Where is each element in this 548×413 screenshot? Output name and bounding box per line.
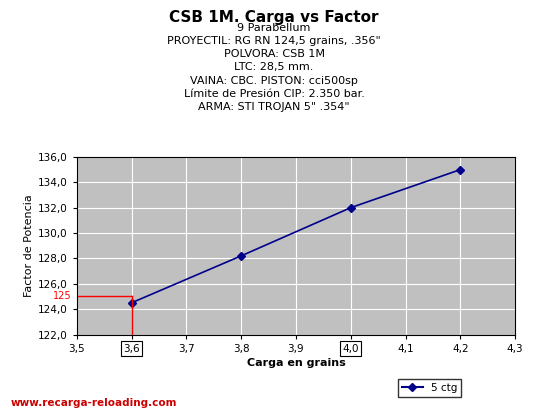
Legend: 5 ctg: 5 ctg <box>398 379 461 397</box>
Text: www.recarga-reloading.com: www.recarga-reloading.com <box>11 398 178 408</box>
Text: LTC: 28,5 mm.: LTC: 28,5 mm. <box>235 62 313 72</box>
Text: 125: 125 <box>53 292 71 301</box>
X-axis label: Carga en grains: Carga en grains <box>247 358 345 368</box>
Text: VAINA: CBC. PISTON: cci500sp: VAINA: CBC. PISTON: cci500sp <box>190 76 358 85</box>
Text: 9 Parabellum: 9 Parabellum <box>237 23 311 33</box>
Text: Límite de Presión CIP: 2.350 bar.: Límite de Presión CIP: 2.350 bar. <box>184 89 364 99</box>
Text: ARMA: STI TROJAN 5" .354": ARMA: STI TROJAN 5" .354" <box>198 102 350 112</box>
Text: PROYECTIL: RG RN 124,5 grains, .356": PROYECTIL: RG RN 124,5 grains, .356" <box>167 36 381 46</box>
Y-axis label: Factor de Potencia: Factor de Potencia <box>24 195 34 297</box>
Text: POLVORA: CSB 1M: POLVORA: CSB 1M <box>224 49 324 59</box>
Text: CSB 1M. Carga vs Factor: CSB 1M. Carga vs Factor <box>169 10 379 25</box>
